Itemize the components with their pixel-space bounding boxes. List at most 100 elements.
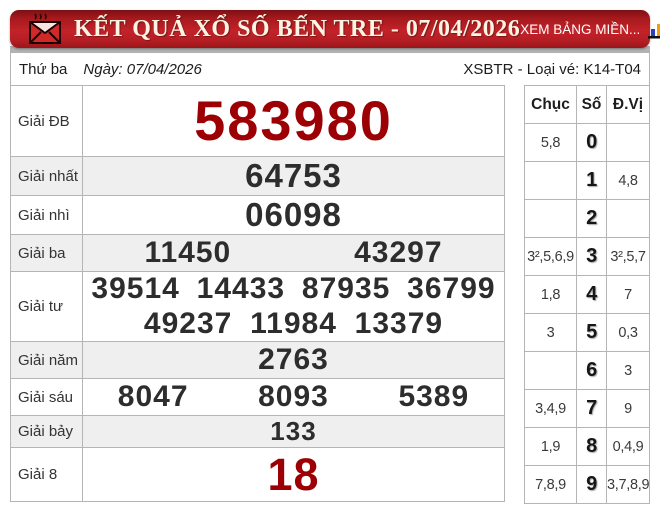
header-bar: KẾT QUẢ XỔ SỐ BẾN TRE - 07/04/2026 XEM B… [10,10,660,48]
prize-number-line: 2763 [83,343,504,378]
draw-date-group: Thứ ba Ngày: 07/04/2026 [19,61,202,78]
tens-cell: 1,8 [524,275,577,314]
prize-values: 2763 [82,341,505,379]
ticket-info-label: XSBTR - Loại vé: K14-T04 [463,60,641,78]
prize-table: Giải ĐB 583980 Giải nhất 64753 Giải nhì 06098… [10,85,505,502]
prize-number: 06098 [245,196,342,234]
view-region-board-link[interactable]: XEM BẢNG MIỀN... [520,21,641,37]
stats-row: 5,8 0 [524,123,650,162]
digit-cell: 5 [576,313,607,352]
prize-number-line: 583980 [83,89,504,153]
results-content: Giải ĐB 583980 Giải nhất 64753 Giải nhì 06098… [10,85,650,504]
prize-values: 18 [82,447,505,502]
prize-values: 39514 14433 87935 36799 49237 11984 13379 [82,271,505,342]
menu-strip [10,46,650,53]
prize-row: Giải ba 11450 43297 [10,234,505,272]
prize-number: 8093 [258,379,329,413]
envelope-icon [28,13,62,45]
stats-header-cell: Số [576,85,607,124]
prize-label: Giải sáu [10,378,83,416]
units-cell: 9 [606,389,650,428]
prize-values: 64753 [82,156,505,196]
units-cell [606,199,650,238]
stats-row: 2 [524,199,650,238]
units-cell: 3²,5,7 [606,237,650,276]
prize-number-line: 64753 [83,157,504,195]
prize-label: Giải ba [10,234,83,272]
digit-cell: 6 [576,351,607,390]
tens-cell: 7,8,9 [524,465,577,504]
prize-number: 36799 [407,272,496,305]
prize-number-line: 8047 8093 5389 [83,380,504,415]
prize-label: Giải nhì [10,195,83,235]
prize-number: 39514 [91,272,180,305]
prize-number: 11450 [144,235,232,269]
digit-cell: 4 [576,275,607,314]
tens-cell [524,199,577,238]
tens-cell: 3²,5,6,9 [524,237,577,276]
prize-values: 583980 [82,85,505,157]
prize-label: Giải ĐB [10,85,83,157]
weekday-label: Thứ ba [19,60,68,78]
stats-row: 1,9 8 0,4,9 [524,427,650,466]
tens-cell: 3,4,9 [524,389,577,428]
prize-number: 11984 [250,306,337,340]
prize-row: Giải nhất 64753 [10,156,505,196]
tens-cell: 3 [524,313,577,352]
tens-cell: 1,9 [524,427,577,466]
units-cell [606,123,650,162]
stats-row: 1,8 4 7 [524,275,650,314]
digit-cell: 9 [576,465,607,504]
prize-row: Giải năm 2763 [10,341,505,379]
prize-values: 133 [82,415,505,448]
tens-cell [524,351,577,390]
prize-number-line: 18 [83,449,504,501]
prize-number-line: 49237 11984 13379 [83,307,504,342]
prize-row: Giải tư 39514 14433 87935 36799 49237 11984 133… [10,271,505,342]
digit-cell: 2 [576,199,607,238]
prize-row: Giải nhì 06098 [10,195,505,235]
units-cell: 3,7,8,9 [606,465,650,504]
digit-cell: 1 [576,161,607,200]
units-cell: 4,8 [606,161,650,200]
stats-row: 3 5 0,3 [524,313,650,352]
prize-values: 8047 8093 5389 [82,378,505,416]
lottery-results-page: KẾT QUẢ XỔ SỐ BẾN TRE - 07/04/2026 XEM B… [10,10,660,504]
prize-row: Giải sáu 8047 8093 5389 [10,378,505,416]
prize-label: Giải tư [10,271,83,342]
stats-header-cell: Đ.Vị [606,85,650,124]
prize-number-line: 06098 [83,196,504,234]
units-cell: 0,3 [606,313,650,352]
digit-cell: 7 [576,389,607,428]
prize-number-line: 11450 43297 [83,236,504,271]
prize-label: Giải nhất [10,156,83,196]
draw-info-row: Thứ ba Ngày: 07/04/2026 XSBTR - Loại vé:… [10,53,650,85]
prize-number: 2763 [258,342,329,376]
date-label: Ngày: 07/04/2026 [83,60,202,78]
stats-row: 7,8,9 9 3,7,8,9 [524,465,650,504]
digit-cell: 3 [576,237,607,276]
prize-number: 5389 [398,379,470,413]
prize-label: Giải bảy [10,415,83,448]
bar-chart-icon[interactable] [647,19,660,40]
units-cell: 7 [606,275,650,314]
digit-cell: 0 [576,123,607,162]
page-title: KẾT QUẢ XỔ SỐ BẾN TRE - 07/04/2026 [74,15,521,42]
units-cell: 0,4,9 [606,427,650,466]
prize-number-line: 133 [83,416,504,447]
digit-stats-table: Chục Số Đ.Vị 5,8 0 1 4,8 2 3²,5,6,9 3 3²,5,7 1,8 4 7… [524,85,650,504]
prize-number: 18 [267,448,320,500]
prize-label: Giải năm [10,341,83,379]
prize-number: 583980 [194,88,393,152]
units-cell: 3 [606,351,650,390]
prize-values: 11450 43297 [82,234,505,272]
prize-row: Giải 8 18 [10,447,505,502]
stats-row: 3²,5,6,9 3 3²,5,7 [524,237,650,276]
stats-header-cell: Chục [524,85,577,124]
prize-label: Giải 8 [10,447,83,502]
prize-values: 06098 [82,195,505,235]
stats-header-row: Chục Số Đ.Vị [524,85,650,124]
header-right: XEM BẢNG MIỀN... [520,19,660,40]
prize-row: Giải ĐB 583980 [10,85,505,157]
